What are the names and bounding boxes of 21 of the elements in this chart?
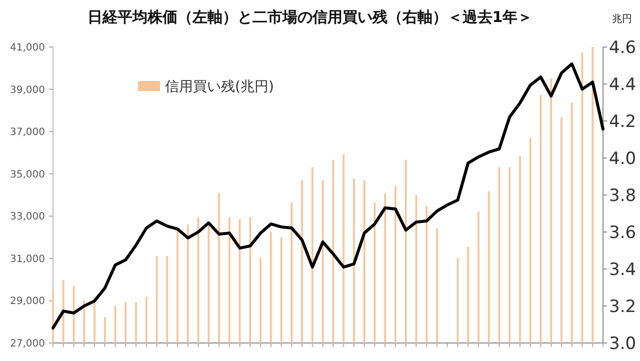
- y2-tick-label: 4.4: [609, 75, 636, 95]
- y2-tick-label: 4.0: [609, 149, 636, 169]
- y-tick-label: 39,000: [10, 84, 45, 96]
- y-tick-label: 29,000: [10, 296, 45, 308]
- y-tick-label: 35,000: [10, 169, 45, 180]
- y2-axis-title: 兆円: [612, 13, 632, 25]
- y-tick-label: 31,000: [10, 254, 45, 265]
- chart-title: 日経平均株価（左軸）と二市場の信用買い残（右軸）＜過去1年＞: [87, 8, 533, 26]
- y2-tick-label: 3.6: [609, 223, 636, 243]
- y2-tick-label: 4.2: [609, 112, 636, 132]
- y-tick-label: 27,000: [10, 338, 45, 350]
- y-tick-label: 37,000: [10, 127, 45, 138]
- y2-tick-label: 3.8: [609, 186, 636, 206]
- y2-tick-label: 3.4: [609, 260, 636, 280]
- y2-tick-label: 4.6: [609, 38, 636, 58]
- y-tick-label: 33,000: [10, 212, 45, 223]
- legend-label: 信用買い残(兆円): [165, 79, 274, 95]
- y2-tick-label: 3.2: [609, 297, 636, 317]
- y-tick-label: 41,000: [10, 42, 45, 54]
- y2-tick-label: 3.0: [609, 334, 636, 354]
- legend: 信用買い残(兆円): [138, 79, 274, 95]
